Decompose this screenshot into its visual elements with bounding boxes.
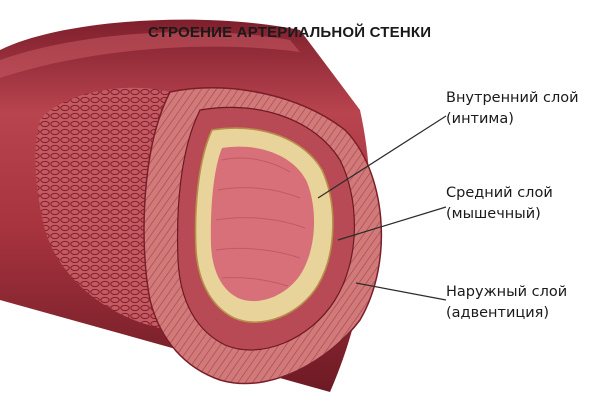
pointer-line-adventitia [355, 282, 447, 301]
pointer-line-media [337, 206, 447, 241]
label-adventitia: Наружный слой (адвентиция) [446, 282, 567, 324]
diagram-title: СТРОЕНИЕ АРТЕРИАЛЬНОЙ СТЕНКИ [148, 24, 432, 41]
label-intima-note: (интима) [446, 111, 514, 127]
pointer-line-intima [317, 115, 447, 199]
label-intima-name: Внутренний слой [446, 90, 579, 106]
label-intima: Внутренний слой (интима) [446, 88, 579, 130]
wall-highlight [0, 31, 300, 78]
artery-lumen [210, 146, 315, 302]
label-media-name: Средний слой [446, 185, 553, 201]
lumen-texture [215, 157, 306, 287]
label-media-note: (мышечный) [446, 206, 541, 222]
label-adventitia-note: (адвентиция) [446, 305, 550, 321]
label-adventitia-name: Наружный слой [446, 284, 568, 300]
label-media: Средний слой (мышечный) [446, 183, 553, 225]
